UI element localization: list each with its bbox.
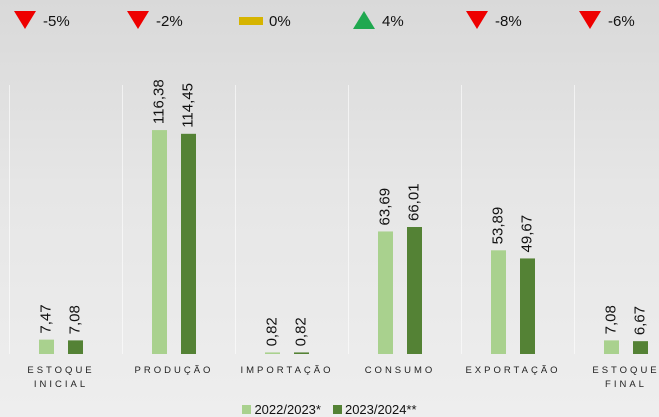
value-label: 0,82 xyxy=(263,317,280,346)
value-label: 7,47 xyxy=(37,304,54,333)
x-tick-label: ESTOQUE FINAL xyxy=(592,365,659,390)
value-label: 7,08 xyxy=(66,305,83,334)
value-label: 7,08 xyxy=(602,305,619,334)
legend-label: 2023/2024** xyxy=(344,402,417,417)
bar xyxy=(39,339,54,354)
change-label: -8% xyxy=(495,13,522,30)
change-down xyxy=(14,11,36,29)
bar xyxy=(378,231,393,354)
change-flat xyxy=(239,17,263,25)
legend-label: 2022/2023* xyxy=(254,402,321,417)
value-label: 66,01 xyxy=(405,183,422,221)
value-label: 49,67 xyxy=(518,215,535,253)
change-down xyxy=(466,11,488,29)
change-down xyxy=(127,11,149,29)
value-label: 6,67 xyxy=(631,306,648,335)
change-down xyxy=(579,11,601,29)
x-tick-label: PRODUÇÃO xyxy=(134,365,214,376)
value-label: 63,69 xyxy=(376,188,393,226)
value-label: 116,38 xyxy=(150,79,167,124)
bar xyxy=(68,340,83,354)
bar xyxy=(604,340,619,354)
bar xyxy=(294,352,309,354)
change-label: -2% xyxy=(156,13,183,30)
legend: 2022/2023* 2023/2024** xyxy=(0,402,659,417)
legend-item: 2023/2024** xyxy=(332,402,417,417)
change-label: -5% xyxy=(43,13,70,30)
x-tick-label: EXPORTAÇÃO xyxy=(465,365,561,376)
change-label: 0% xyxy=(269,13,291,30)
x-tick-label: CONSUMO xyxy=(364,365,436,376)
change-label: 4% xyxy=(382,13,404,30)
legend-swatch xyxy=(332,405,342,414)
bar xyxy=(265,352,280,354)
change-up xyxy=(353,11,375,29)
change-label: -6% xyxy=(608,13,635,30)
legend-swatch xyxy=(242,405,252,414)
bar xyxy=(491,250,506,354)
bar xyxy=(181,133,196,354)
legend-item: 2022/2023* xyxy=(242,402,321,417)
bar xyxy=(152,130,167,354)
value-label: 114,45 xyxy=(179,83,196,128)
bar xyxy=(633,341,648,354)
value-label: 0,82 xyxy=(292,317,309,346)
value-label: 53,89 xyxy=(489,207,506,245)
x-tick-label: ESTOQUE INICIAL xyxy=(27,365,95,390)
bar xyxy=(407,227,422,354)
bar xyxy=(520,258,535,354)
x-tick-label: IMPORTAÇÃO xyxy=(240,365,334,376)
